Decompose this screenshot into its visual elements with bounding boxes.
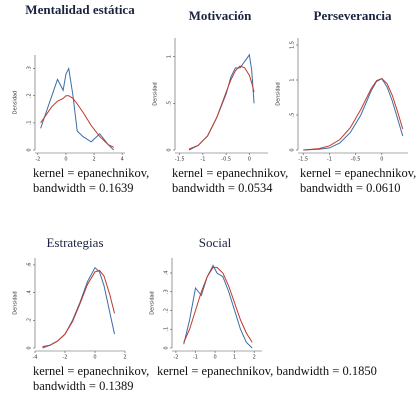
x-tick-label: 2: [253, 355, 256, 361]
y-tick-label: 0: [290, 148, 296, 151]
density-line: [188, 53, 255, 151]
x-tick-label: 0: [64, 157, 67, 163]
panel-title: Perseverancia: [313, 8, 392, 23]
density-line: [303, 78, 404, 151]
x-tick-label: 2: [123, 355, 126, 361]
density-line: [40, 66, 115, 151]
density-line: [303, 77, 404, 151]
y-tick-label: 1.5: [290, 41, 296, 49]
x-tick-label: 0: [93, 355, 96, 361]
x-tick-label: -0.5: [221, 157, 231, 163]
y-tick-label: .2: [27, 318, 33, 323]
x-tick-label: 4: [121, 157, 124, 163]
density-line: [183, 264, 253, 349]
y-axis-label: Densidad: [13, 91, 19, 115]
y-tick-label: .3: [164, 289, 170, 294]
y-tick-label: .4: [27, 290, 33, 295]
caption: kernel = epanechnikov, bandwidth = 0.053…: [172, 166, 289, 195]
y-axis-label: Densidad: [153, 82, 159, 106]
x-tick-label: -2: [63, 355, 68, 361]
x-tick-label: -1.5: [298, 157, 308, 163]
y-tick-label: .1: [164, 327, 170, 332]
x-tick-label: 0: [213, 355, 216, 361]
x-tick-label: -1: [327, 157, 332, 163]
caption: kernel = epanechnikov, bandwidth = 0.061…: [300, 166, 417, 195]
x-tick-label: 1: [233, 355, 236, 361]
y-axis-label: Densidad: [150, 291, 156, 315]
y-tick-label: 0: [27, 148, 33, 151]
x-tick-label: -4: [33, 355, 38, 361]
caption: kernel = epanechnikov, bandwidth = 0.163…: [33, 166, 150, 195]
y-tick-label: .5: [167, 101, 173, 106]
x-tick-label: -0.5: [351, 157, 361, 163]
y-tick-label: .2: [164, 308, 170, 313]
y-axis-label: Densidad: [276, 82, 282, 106]
y-tick-label: .6: [27, 263, 33, 268]
density-line: [42, 269, 115, 348]
y-tick-label: 0: [27, 346, 33, 349]
caption: kernel = epanechnikov, bandwidth = 0.138…: [33, 364, 150, 393]
x-tick-label: -2: [173, 355, 178, 361]
x-tick-label: 2: [92, 157, 95, 163]
y-tick-label: .1: [27, 120, 33, 125]
panel-title: Estrategias: [46, 235, 104, 250]
y-tick-label: .5: [290, 113, 296, 118]
y-tick-label: 1: [290, 78, 296, 81]
y-tick-label: 1: [167, 55, 173, 58]
y-tick-label: .4: [164, 271, 170, 276]
panel-title: Motivación: [188, 8, 252, 23]
density-line: [188, 65, 255, 150]
density-line: [183, 266, 253, 343]
x-tick-label: -1: [193, 355, 198, 361]
x-tick-label: 0: [248, 157, 251, 163]
y-axis-label: Densidad: [13, 291, 19, 315]
x-tick-label: 0: [380, 157, 383, 163]
x-tick-label: -1: [200, 157, 205, 163]
x-tick-label: -2: [35, 157, 40, 163]
y-tick-label: 0: [167, 148, 173, 151]
panel-title: Social: [198, 235, 232, 250]
y-tick-label: .3: [27, 66, 33, 71]
x-tick-label: -1.5: [175, 157, 185, 163]
y-tick-label: .2: [27, 93, 33, 98]
density-line: [40, 95, 114, 148]
y-tick-label: 0: [164, 346, 170, 349]
caption: kernel = epanechnikov, bandwidth = 0.185…: [157, 364, 377, 378]
panel-title: Mentalidad estática: [25, 2, 135, 17]
